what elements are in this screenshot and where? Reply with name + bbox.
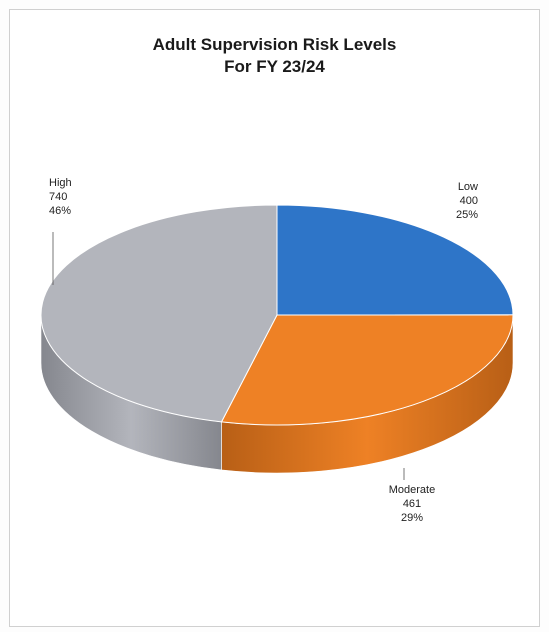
chart-title-line-1: Adult Supervision Risk Levels [152, 35, 397, 54]
slice-percent-low: 25% [456, 209, 478, 221]
pie-slice-moderate [220, 314, 514, 426]
pie-slice-low [276, 204, 514, 316]
pie-slice-high [40, 204, 278, 423]
pie-leaders [52, 232, 405, 480]
slice-label-high: High [49, 177, 72, 189]
chart-title-line-2: For FY 23/24 [224, 57, 325, 76]
slice-value-high: 740 [49, 191, 67, 203]
pie-labels: Low 400 25% Moderate 461 29% High 740 46% [49, 177, 478, 524]
slice-percent-high: 46% [49, 205, 71, 217]
slice-label-low: Low [458, 181, 478, 193]
slice-label-moderate: Moderate [389, 484, 435, 496]
pie-tops [40, 204, 514, 426]
slice-value-low: 400 [460, 195, 478, 207]
slice-value-moderate: 461 [403, 498, 421, 510]
slice-percent-moderate: 29% [401, 512, 423, 524]
